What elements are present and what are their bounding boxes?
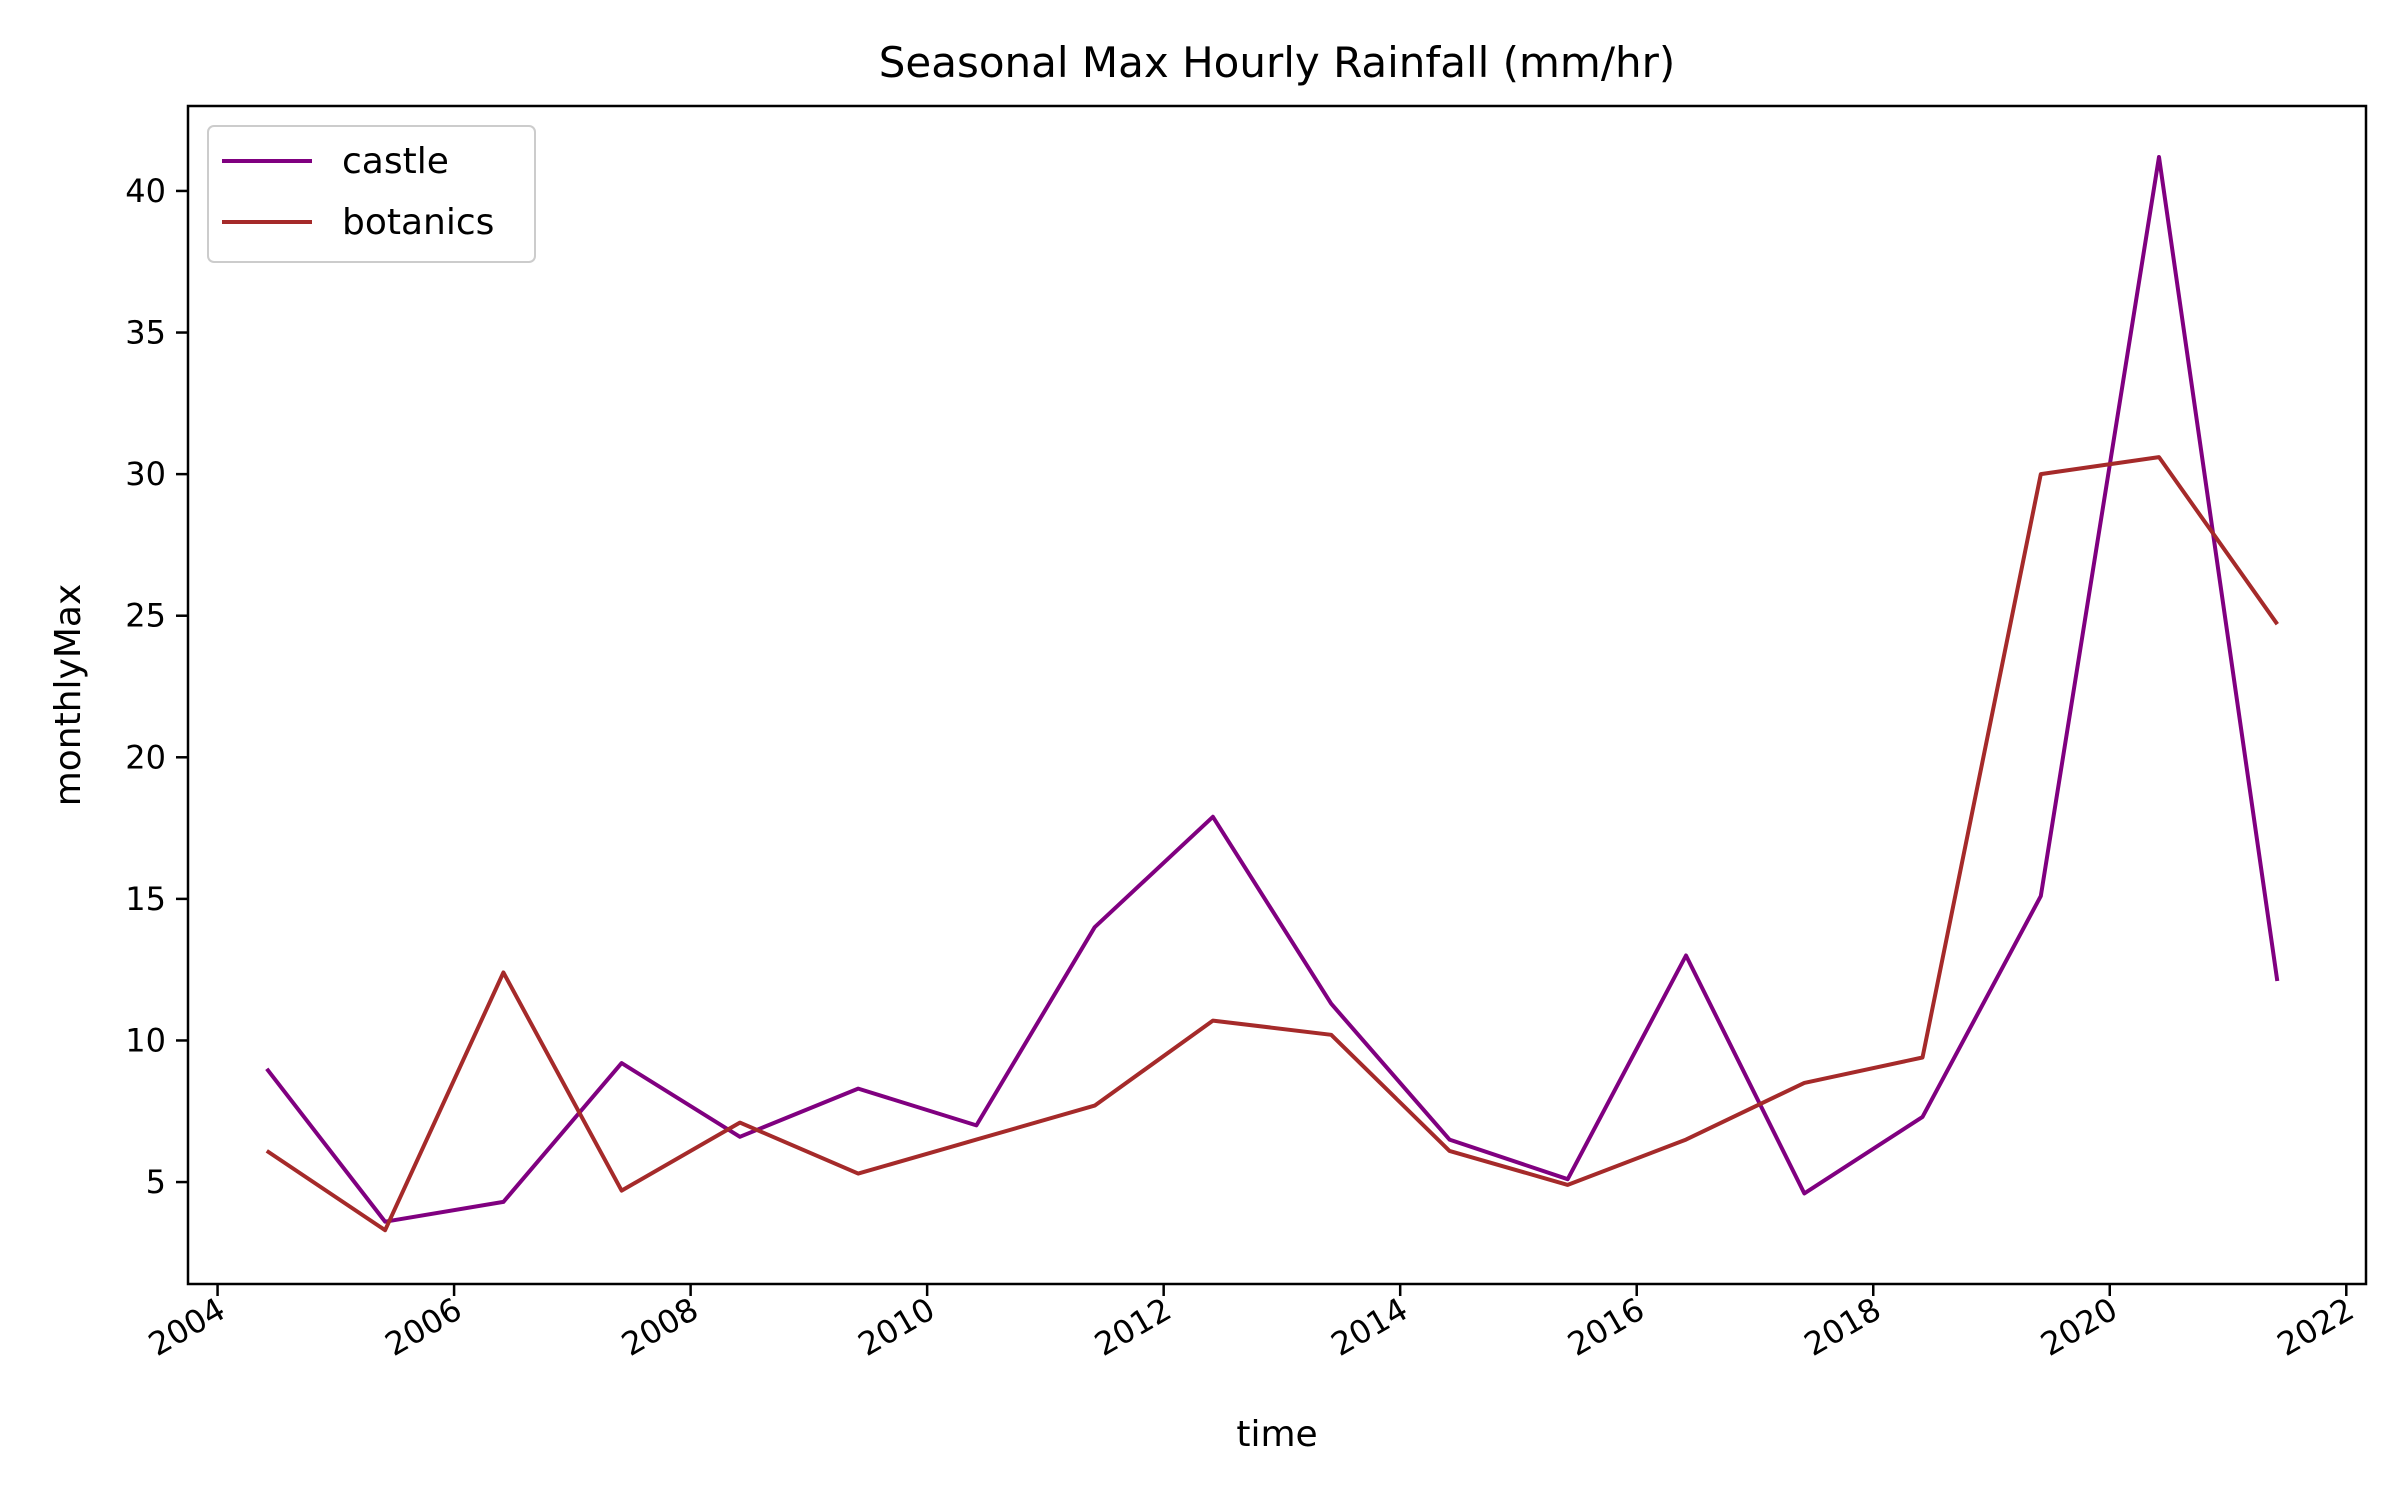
legend-label-castle: castle <box>342 141 449 182</box>
y-tick-label: 40 <box>125 172 166 210</box>
legend: castle botanics <box>207 125 536 263</box>
plot-area-frame <box>186 104 2368 1286</box>
series-line-botanics <box>265 455 2279 1233</box>
chart-title: Seasonal Max Hourly Rainfall (mm/hr) <box>879 38 1676 87</box>
y-tick-label: 5 <box>146 1163 166 1201</box>
y-tick-label: 30 <box>125 455 166 493</box>
y-tick-label: 25 <box>125 597 166 635</box>
x-axis-label: time <box>1236 1414 1317 1455</box>
y-tick-label: 10 <box>125 1021 166 1059</box>
y-axis: 5 10 15 20 25 30 35 40 <box>125 172 188 1201</box>
series-line-castle <box>265 155 2280 1224</box>
y-tick-label: 20 <box>125 738 166 776</box>
legend-label-botanics: botanics <box>342 202 494 243</box>
y-tick-label: 35 <box>125 314 166 352</box>
series-layer <box>265 155 2280 1233</box>
y-tick-label: 15 <box>125 880 166 918</box>
y-axis-label: monthlyMax <box>48 584 89 807</box>
